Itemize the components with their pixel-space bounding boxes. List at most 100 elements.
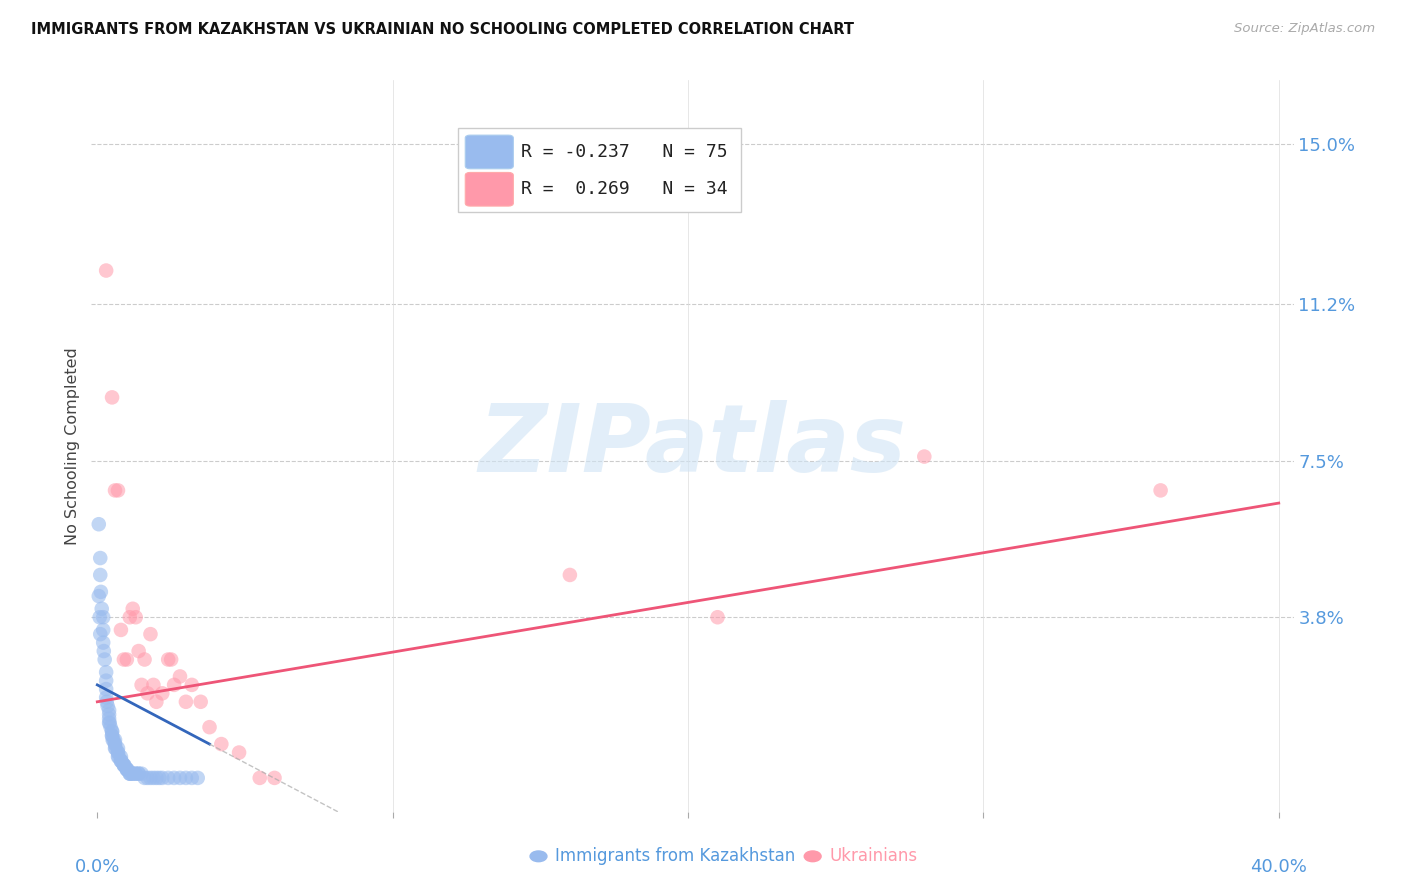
Point — [145, 771, 167, 785]
Point — [98, 715, 121, 730]
Point — [89, 551, 111, 566]
Point — [157, 652, 180, 666]
Point — [107, 746, 129, 760]
Text: IMMIGRANTS FROM KAZAKHSTAN VS UKRAINIAN NO SCHOOLING COMPLETED CORRELATION CHART: IMMIGRANTS FROM KAZAKHSTAN VS UKRAINIAN … — [31, 22, 853, 37]
Point — [163, 771, 186, 785]
Point — [139, 771, 162, 785]
Point — [107, 741, 129, 756]
Point — [187, 771, 209, 785]
Point — [139, 627, 162, 641]
Point — [228, 746, 250, 760]
Point — [134, 771, 156, 785]
Text: 40.0%: 40.0% — [1250, 858, 1308, 876]
Text: Ukrainians: Ukrainians — [830, 847, 918, 865]
Point — [91, 610, 114, 624]
Point — [125, 766, 148, 780]
Point — [104, 483, 127, 498]
Point — [98, 707, 121, 722]
Point — [174, 695, 197, 709]
Point — [101, 729, 124, 743]
Point — [163, 678, 186, 692]
Point — [96, 263, 118, 277]
Point — [128, 766, 150, 780]
Text: Immigrants from Kazakhstan: Immigrants from Kazakhstan — [555, 847, 796, 865]
Text: Source: ZipAtlas.com: Source: ZipAtlas.com — [1234, 22, 1375, 36]
Point — [107, 749, 129, 764]
Text: ZIPatlas: ZIPatlas — [478, 400, 907, 492]
Point — [136, 771, 159, 785]
Point — [120, 766, 142, 780]
Point — [912, 450, 935, 464]
Point — [263, 771, 285, 785]
Point — [104, 741, 127, 756]
Point — [125, 766, 148, 780]
Point — [101, 732, 124, 747]
Point — [91, 635, 114, 649]
Point — [104, 741, 127, 756]
Point — [169, 771, 191, 785]
Point — [104, 737, 127, 751]
Point — [174, 771, 197, 785]
Point — [89, 610, 111, 624]
Point — [96, 665, 118, 680]
Point — [121, 601, 143, 615]
Point — [198, 720, 221, 734]
Point — [180, 771, 202, 785]
Point — [96, 695, 118, 709]
Point — [169, 669, 191, 683]
Point — [101, 390, 124, 404]
FancyBboxPatch shape — [465, 172, 513, 206]
Point — [101, 724, 124, 739]
Point — [118, 766, 141, 780]
Point — [121, 766, 143, 780]
Point — [112, 758, 135, 772]
Point — [97, 699, 120, 714]
Point — [209, 737, 232, 751]
Point — [93, 644, 115, 658]
Point — [115, 763, 138, 777]
Point — [87, 589, 110, 603]
Point — [118, 610, 141, 624]
Point — [107, 483, 129, 498]
Point — [110, 754, 132, 768]
Point — [121, 766, 143, 780]
Point — [1149, 483, 1171, 498]
Point — [96, 682, 118, 697]
Point — [100, 720, 122, 734]
Point — [249, 771, 271, 785]
Point — [148, 771, 170, 785]
Point — [91, 623, 114, 637]
Point — [87, 517, 110, 532]
Point — [190, 695, 212, 709]
Point — [112, 758, 135, 772]
Point — [150, 686, 173, 700]
Point — [131, 766, 153, 780]
FancyBboxPatch shape — [458, 128, 741, 212]
Point — [115, 652, 138, 666]
Point — [110, 623, 132, 637]
Point — [145, 695, 167, 709]
Point — [98, 715, 121, 730]
Point — [134, 652, 156, 666]
Point — [101, 729, 124, 743]
Point — [112, 758, 135, 772]
Point — [110, 754, 132, 768]
Point — [142, 771, 165, 785]
FancyBboxPatch shape — [465, 136, 513, 169]
Point — [706, 610, 728, 624]
Point — [93, 652, 115, 666]
Text: 0.0%: 0.0% — [75, 858, 120, 876]
Point — [150, 771, 173, 785]
Point — [128, 644, 150, 658]
Point — [125, 610, 148, 624]
Point — [96, 690, 118, 705]
Text: R = -0.237   N = 75: R = -0.237 N = 75 — [520, 143, 727, 161]
Point — [107, 746, 129, 760]
Point — [104, 737, 127, 751]
Point — [89, 627, 111, 641]
Point — [90, 585, 112, 599]
Point — [104, 732, 127, 747]
Point — [101, 724, 124, 739]
Point — [115, 763, 138, 777]
Point — [110, 754, 132, 768]
